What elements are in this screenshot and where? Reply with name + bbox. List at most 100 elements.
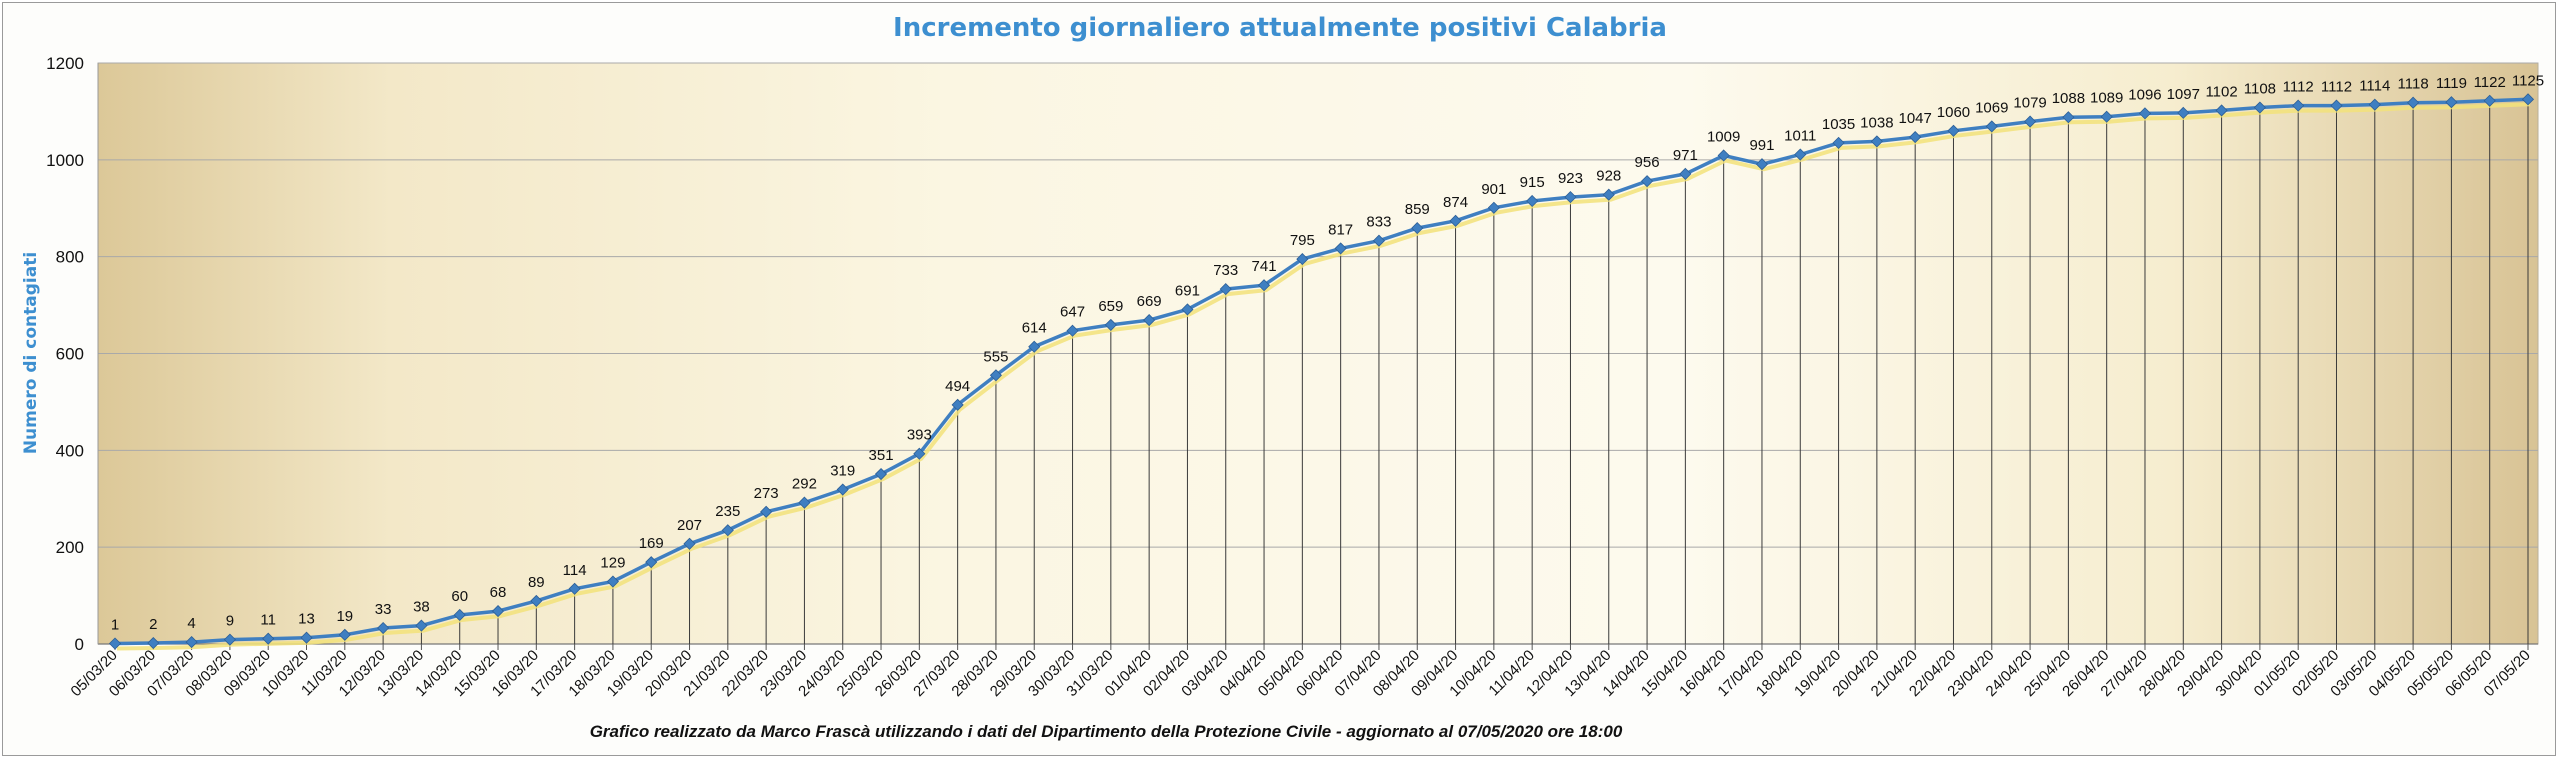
data-label: 1009	[1707, 128, 1740, 145]
data-label: 874	[1443, 194, 1468, 211]
y-tick-label-200: 200	[56, 538, 84, 557]
y-tick-label-600: 600	[56, 345, 84, 364]
data-point	[568, 582, 581, 595]
data-label: 494	[945, 378, 970, 395]
series-line	[114, 97, 2529, 646]
data-label: 555	[983, 348, 1008, 365]
data-label: 833	[1366, 214, 1391, 231]
data-label: 4	[187, 615, 195, 632]
data-point	[2368, 98, 2381, 111]
data-point	[415, 619, 428, 632]
data-label: 1088	[2052, 90, 2085, 107]
data-label: 68	[490, 584, 507, 601]
data-point	[300, 631, 313, 644]
data-point	[147, 636, 160, 650]
data-label: 1122	[2474, 74, 2506, 91]
x-axis-ticks: 05/03/2006/03/2007/03/2008/03/2009/03/20…	[68, 644, 2534, 700]
data-label: 1125	[2512, 72, 2544, 89]
data-point	[683, 537, 696, 550]
data-label: 614	[1022, 320, 1047, 337]
data-point	[989, 369, 1003, 382]
data-point	[2330, 99, 2343, 112]
data-label: 1	[111, 617, 119, 634]
data-point	[1909, 131, 1922, 144]
data-label: 1112	[2321, 79, 2352, 96]
data-label: 1097	[2167, 86, 2200, 103]
data-point	[721, 524, 734, 537]
data-label: 956	[1635, 154, 1660, 171]
data-point	[1832, 136, 1845, 149]
y-tick-label-1200: 1200	[46, 54, 84, 73]
data-label: 2	[149, 616, 157, 633]
data-label: 1089	[2090, 90, 2123, 107]
data-label: 169	[639, 535, 664, 552]
data-markers	[108, 93, 2535, 650]
data-point	[1640, 175, 1654, 188]
data-label: 1118	[2398, 76, 2429, 93]
data-point	[377, 621, 390, 635]
data-point	[1487, 201, 1500, 214]
data-point	[1257, 279, 1271, 292]
data-point	[2062, 111, 2075, 124]
data-label: 1035	[1822, 116, 1855, 133]
data-point	[1717, 149, 1730, 162]
data-label: 923	[1558, 170, 1583, 187]
data-point	[1334, 242, 1347, 255]
data-point	[1219, 283, 1232, 296]
data-point	[1564, 191, 1577, 204]
data-point	[1947, 124, 1960, 137]
data-label: 659	[1098, 298, 1123, 315]
data-point	[453, 608, 466, 622]
data-point	[1794, 148, 1807, 161]
data-point	[1181, 303, 1194, 316]
data-point	[1449, 214, 1462, 227]
data-label: 351	[869, 447, 894, 464]
y-axis-ticks: 0 200 400 600 800 1000 1200	[46, 54, 84, 654]
data-label: 1060	[1937, 104, 1970, 121]
data-point	[2024, 115, 2037, 128]
data-point	[1526, 194, 1539, 208]
data-label: 1079	[2013, 95, 2046, 112]
data-label: 971	[1673, 147, 1698, 164]
data-label: 817	[1328, 221, 1353, 238]
data-point	[1066, 324, 1079, 337]
data-label: 11	[260, 612, 276, 629]
data-point	[262, 632, 275, 645]
data-point	[798, 496, 811, 509]
data-point	[836, 483, 849, 496]
data-point	[1143, 314, 1156, 327]
data-label: 1112	[2283, 79, 2314, 96]
data-point	[1870, 135, 1883, 148]
data-point	[645, 556, 658, 569]
data-label: 691	[1175, 282, 1200, 299]
data-label: 89	[528, 574, 545, 591]
data-label: 1114	[2359, 78, 2390, 95]
data-point	[2138, 107, 2152, 120]
data-label: 915	[1520, 174, 1545, 191]
data-label: 901	[1481, 181, 1506, 198]
data-label: 393	[907, 427, 932, 444]
y-tick-label-0: 0	[75, 635, 84, 654]
data-labels: 1 2 4 9 11 13 19 33 38 60 68 89 114 129 169 207 235 273 29…	[111, 72, 2544, 633]
data-label: 859	[1405, 201, 1430, 218]
data-point	[1679, 167, 1692, 180]
data-point	[951, 398, 964, 411]
data-point	[606, 575, 619, 588]
chart-title: Incremento giornaliero attualmente posit…	[893, 13, 1667, 43]
y-tick-label-400: 400	[56, 441, 84, 460]
data-label: 928	[1596, 168, 1621, 185]
data-label: 1102	[2205, 83, 2237, 100]
data-label: 33	[375, 601, 392, 618]
data-label: 319	[830, 463, 855, 480]
data-label: 19	[336, 608, 353, 625]
data-label: 60	[451, 588, 468, 605]
data-point	[2292, 99, 2305, 112]
data-label: 741	[1252, 258, 1277, 275]
data-point	[530, 594, 543, 607]
data-label: 273	[754, 485, 779, 502]
data-label: 733	[1213, 262, 1238, 279]
data-label: 795	[1290, 232, 1315, 249]
data-point	[760, 505, 773, 518]
data-point	[1372, 234, 1386, 247]
